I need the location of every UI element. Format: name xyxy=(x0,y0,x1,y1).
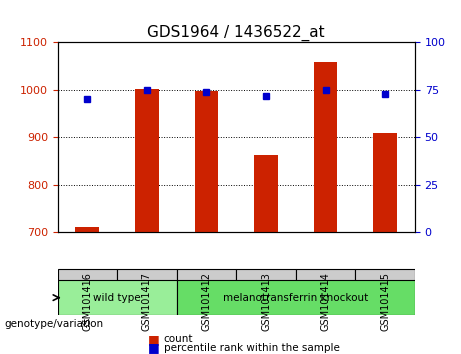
Text: percentile rank within the sample: percentile rank within the sample xyxy=(164,343,340,353)
Bar xyxy=(195,91,219,232)
Bar xyxy=(135,89,159,232)
FancyBboxPatch shape xyxy=(177,269,236,315)
Title: GDS1964 / 1436522_at: GDS1964 / 1436522_at xyxy=(148,25,325,41)
Text: ■: ■ xyxy=(148,333,159,346)
Text: GSM101415: GSM101415 xyxy=(380,272,390,331)
Text: GSM101412: GSM101412 xyxy=(201,272,212,331)
Text: GSM101414: GSM101414 xyxy=(320,272,331,331)
Text: ■: ■ xyxy=(148,341,159,354)
Text: wild type: wild type xyxy=(94,293,141,303)
Text: GSM101417: GSM101417 xyxy=(142,272,152,331)
Bar xyxy=(373,133,397,232)
FancyBboxPatch shape xyxy=(58,280,177,315)
Text: genotype/variation: genotype/variation xyxy=(5,319,104,329)
Bar xyxy=(254,155,278,232)
FancyBboxPatch shape xyxy=(58,269,117,315)
Text: count: count xyxy=(164,334,193,344)
FancyBboxPatch shape xyxy=(117,269,177,315)
Bar xyxy=(313,62,337,232)
FancyBboxPatch shape xyxy=(236,269,296,315)
Text: melanotransferrin knockout: melanotransferrin knockout xyxy=(223,293,368,303)
Text: GSM101413: GSM101413 xyxy=(261,272,271,331)
Text: GSM101416: GSM101416 xyxy=(83,272,92,331)
FancyBboxPatch shape xyxy=(355,269,415,315)
FancyBboxPatch shape xyxy=(296,269,355,315)
FancyBboxPatch shape xyxy=(177,280,415,315)
Bar xyxy=(76,227,99,232)
